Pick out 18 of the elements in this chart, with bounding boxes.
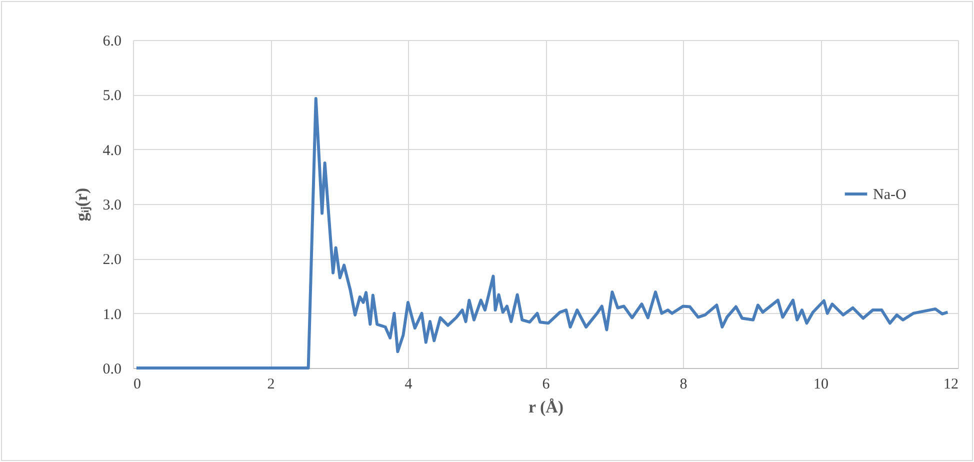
y-tick-label: 1.0	[102, 306, 122, 323]
x-axis-title: r (Å)	[528, 398, 564, 416]
line-series	[134, 96, 950, 370]
y-tick-label: 6.0	[102, 34, 122, 50]
y-tick-label: 4.0	[102, 142, 122, 159]
y-tick-label: 5.0	[102, 88, 122, 104]
x-tick-label: 2	[267, 376, 275, 392]
x-tick-label: 4	[404, 376, 413, 392]
x-tick-label: 12	[944, 376, 958, 392]
x-tick-label: 6	[542, 376, 550, 392]
x-tick-label: 0	[134, 376, 141, 392]
y-tick-label: 2.0	[102, 252, 122, 268]
legend-label: Na-O	[873, 187, 906, 204]
y-axis-title: gᵢⱼ(r)	[72, 188, 92, 222]
y-tick-label: 3.0	[102, 198, 122, 214]
y-tick-label: 0.0	[102, 362, 122, 378]
x-tick-label: 10	[814, 376, 828, 392]
x-tick-label: 8	[680, 376, 688, 392]
